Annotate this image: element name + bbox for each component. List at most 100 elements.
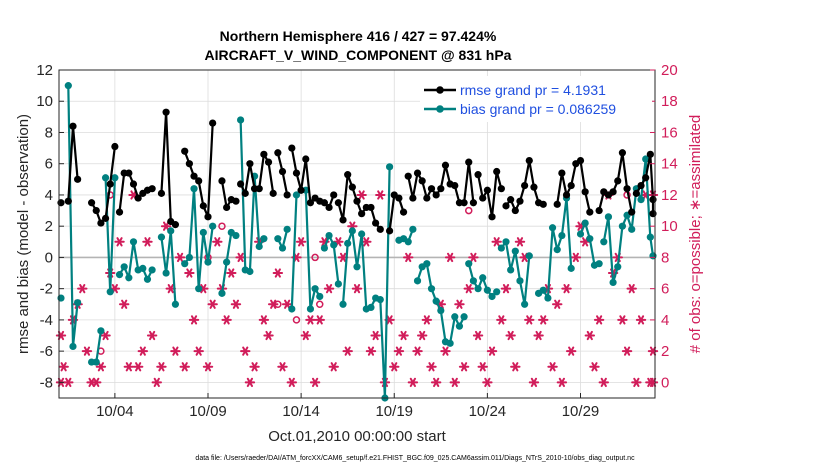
- rmse-point: [497, 185, 505, 193]
- rmse-point: [97, 219, 105, 227]
- obs-assimilated-marker: [500, 284, 512, 294]
- rmse-point: [125, 169, 133, 177]
- bias-point: [111, 174, 119, 182]
- obs-assimilated-marker: [584, 330, 596, 341]
- obs-assimilated-marker: [244, 377, 256, 388]
- obs-assimilated-marker: [589, 362, 600, 372]
- bias-point: [115, 271, 124, 279]
- rmse-point: [209, 119, 217, 127]
- rmse-point: [525, 156, 533, 165]
- rmse-point: [199, 202, 207, 210]
- obs-assimilated-marker: [565, 346, 577, 356]
- rmse-point: [530, 183, 538, 191]
- bias-point: [469, 277, 478, 285]
- obs-assimilated-marker: [146, 330, 158, 341]
- obs-assimilated-marker: [389, 362, 400, 372]
- rmse-point: [92, 206, 100, 215]
- plot-area: [59, 70, 655, 398]
- bias-point: [642, 155, 650, 163]
- obs-assimilated-marker: [188, 315, 200, 325]
- bias-point: [576, 230, 585, 238]
- rmse-point: [348, 183, 356, 191]
- y-tick-label: -8: [40, 374, 53, 391]
- obs-assimilated-marker: [277, 362, 288, 372]
- rmse-point: [162, 108, 170, 116]
- obs-possible-marker: [292, 316, 301, 324]
- obs-assimilated-marker: [207, 299, 218, 309]
- obs-assimilated-marker: [454, 299, 465, 309]
- rmse-point: [302, 155, 310, 163]
- rmse-point: [385, 227, 394, 235]
- rmse-point: [339, 216, 347, 224]
- bias-point: [404, 238, 412, 246]
- obs-possible-marker: [311, 253, 319, 262]
- obs-assimilated-marker: [240, 346, 251, 356]
- obs-assimilated-marker: [286, 377, 298, 388]
- obs-assimilated-marker: [421, 315, 433, 325]
- rmse-point: [306, 199, 315, 207]
- legend: rmse grand pr = 4.1931 bias grand pr = 0…: [420, 76, 652, 122]
- obs-assimilated-marker: [626, 284, 637, 294]
- bias-point: [148, 266, 156, 274]
- bias-point: [181, 260, 189, 268]
- bias-point: [539, 286, 547, 294]
- obs-assimilated-marker: [249, 362, 260, 372]
- bias-point: [558, 231, 566, 240]
- obs-possible-marker: [274, 300, 282, 309]
- y-tick-label: 6: [45, 156, 53, 173]
- y-tick-label: -4: [40, 312, 53, 329]
- obs-assimilated-marker: [309, 377, 321, 388]
- bias-line: [160, 229, 177, 305]
- bias-point: [69, 342, 77, 351]
- bias-point: [586, 235, 594, 243]
- y-right-tick-label: 18: [661, 93, 678, 110]
- obs-assimilated-marker: [398, 330, 409, 341]
- bias-point: [451, 313, 459, 321]
- obs-assimilated-marker: [412, 346, 423, 356]
- bias-point: [409, 225, 417, 233]
- bias-point: [157, 233, 166, 241]
- bias-point: [600, 238, 608, 246]
- rmse-point: [479, 194, 487, 202]
- rmse-point: [609, 188, 617, 196]
- y-tick-label: 12: [36, 62, 53, 79]
- bias-point: [548, 224, 557, 232]
- footer-data-file: data file: /Users/raeder/DAI/ATM_forcXX/…: [195, 455, 635, 462]
- rmse-point: [632, 189, 640, 197]
- obs-assimilated-marker: [295, 237, 307, 247]
- rmse-point: [493, 167, 501, 176]
- bias-point: [64, 82, 72, 90]
- bias-point: [385, 163, 394, 171]
- bias-point: [511, 247, 519, 255]
- obs-assimilated-marker: [598, 377, 609, 388]
- obs-assimilated-marker: [533, 330, 544, 341]
- obs-assimilated-marker: [440, 346, 451, 356]
- rmse-point: [521, 181, 529, 190]
- obs-assimilated-marker: [281, 299, 293, 309]
- bias-point: [236, 116, 245, 124]
- rmse-point: [246, 160, 254, 168]
- bias-point: [204, 258, 212, 266]
- obs-possible-marker: [465, 206, 473, 215]
- obs-assimilated-marker: [55, 330, 67, 341]
- rmse-point: [278, 167, 287, 176]
- obs-assimilated-marker: [528, 377, 540, 388]
- rmse-point: [516, 197, 524, 205]
- rmse-point: [553, 200, 561, 208]
- obs-assimilated-marker: [416, 330, 428, 341]
- bias-point: [609, 278, 617, 287]
- x-tick-label: 10/19: [375, 403, 413, 420]
- y-right-tick-label: 10: [661, 218, 678, 235]
- obs-possible-marker: [316, 300, 324, 309]
- x-tick-label: 10/24: [469, 403, 507, 420]
- rmse-point: [288, 144, 296, 152]
- rmse-point: [223, 203, 231, 212]
- obs-assimilated-marker: [267, 299, 279, 309]
- rmse-point: [437, 185, 445, 193]
- bias-point: [167, 227, 175, 235]
- bias-point: [320, 244, 329, 252]
- obs-assimilated-marker: [351, 284, 363, 294]
- obs-assimilated-marker: [570, 252, 582, 263]
- bias-point: [516, 277, 524, 285]
